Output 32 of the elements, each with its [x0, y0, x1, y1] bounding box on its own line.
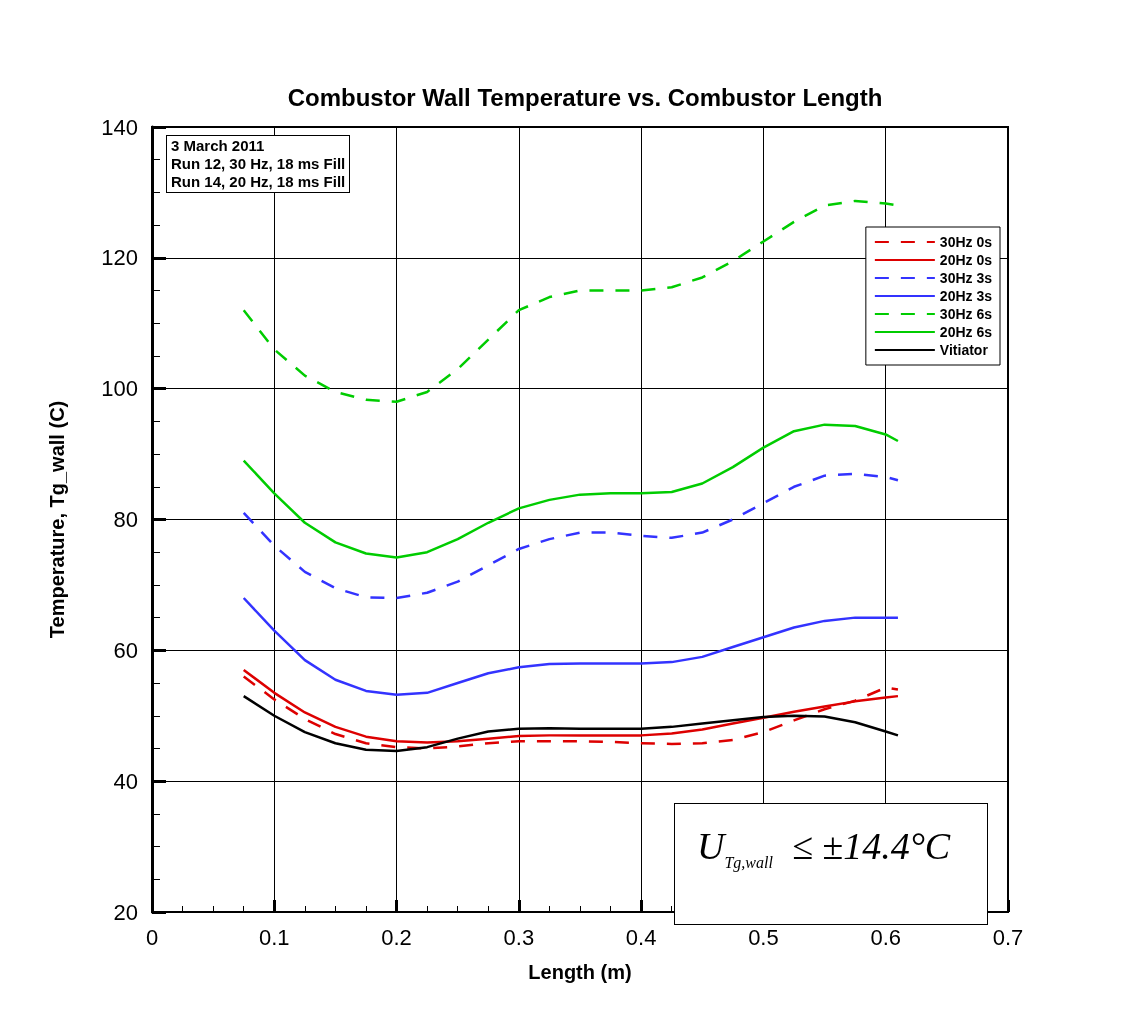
x-tick-label: 0.3	[503, 924, 535, 950]
legend-label: 30Hz 0s	[939, 234, 993, 250]
x-tick-label: 0.2	[381, 924, 412, 950]
annotation: Run 14, 20 Hz, 18 ms Fill	[171, 173, 346, 191]
legend-label: 30Hz 6s	[939, 306, 993, 322]
annotation: Run 12, 30 Hz, 18 ms Fill	[171, 155, 346, 173]
x-tick-label: 0.6	[870, 924, 902, 950]
x-tick-label: 0.5	[748, 924, 779, 950]
x-tick-label: 0.4	[625, 924, 657, 950]
legend-label: 20Hz 3s	[939, 288, 993, 304]
annotation: 3 March 2011	[171, 137, 266, 155]
y-tick-label: 140	[101, 114, 138, 140]
y-tick-label: 40	[113, 768, 138, 794]
x-axis-title: Length (m)	[528, 961, 632, 983]
line-series	[242, 423, 900, 559]
y-tick-label: 100	[101, 376, 138, 402]
y-axis-title: Temperature, Tg_wall (C)	[46, 400, 68, 639]
line-series	[242, 596, 900, 697]
x-tick-label: 0	[145, 924, 159, 950]
legend-label: 30Hz 3s	[939, 270, 993, 286]
legend-label: 20Hz 0s	[939, 252, 993, 268]
x-tick-label: 0.7	[992, 924, 1024, 950]
y-tick-label: 20	[113, 899, 138, 925]
chart-title: Combustor Wall Temperature vs. Combustor Length	[287, 83, 883, 111]
y-tick-label: 120	[101, 245, 138, 271]
legend-label: Vitiator	[939, 342, 989, 358]
y-tick-label: 80	[113, 507, 138, 532]
x-tick-label: 0.1	[258, 924, 290, 950]
line-series	[242, 472, 900, 600]
annotation: U$_{Tg,wall}$ ≤ ±14.4°C	[674, 803, 988, 925]
y-tick-label: 60	[113, 637, 138, 663]
legend-label: 20Hz 6s	[939, 324, 993, 340]
